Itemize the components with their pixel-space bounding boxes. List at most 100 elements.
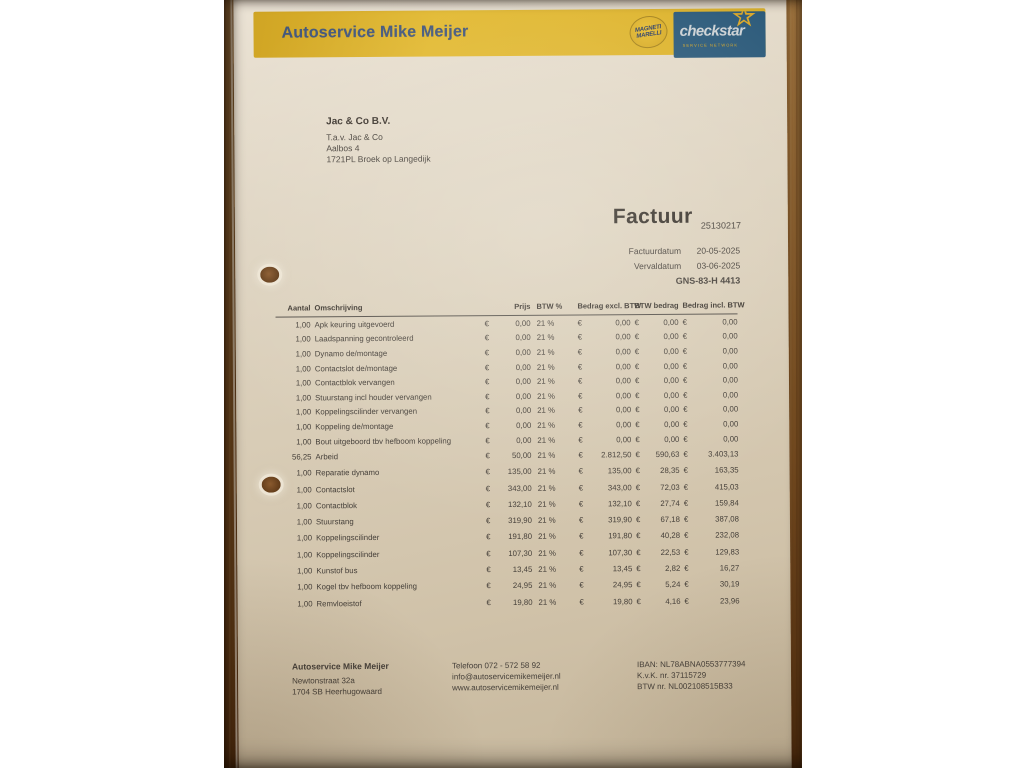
checkstar-wordmark: checkstar xyxy=(679,22,745,40)
invoice-due-label: Vervaldatum xyxy=(633,260,682,272)
invoice-date-label: Factuurdatum xyxy=(628,245,682,257)
euro-symbol: € xyxy=(634,332,640,342)
company-banner-title: Autoservice Mike Meijer xyxy=(281,23,469,42)
euro-symbol: € xyxy=(684,531,689,541)
cell-vat-amount: €0,00 xyxy=(635,405,680,415)
cell-vat-pct: 21 % xyxy=(536,376,555,387)
euro-symbol: € xyxy=(683,449,688,459)
euro-symbol: € xyxy=(577,362,583,372)
recipient-city: 1721PL Broek op Langedijk xyxy=(326,153,431,165)
cell-qty: 1,00 xyxy=(296,468,312,478)
euro-symbol: € xyxy=(578,420,583,430)
cell-vat-pct: 21 % xyxy=(538,597,557,607)
cell-qty: 1,00 xyxy=(296,550,313,560)
cell-description: Remvloeistof xyxy=(316,598,362,609)
cell-vat-amount: €0,00 xyxy=(634,332,679,342)
cell-incl: €387,08 xyxy=(683,514,739,524)
cell-vat-pct: 21 % xyxy=(537,483,556,493)
cell-incl: €0,00 xyxy=(683,390,739,400)
cell-price: €0,00 xyxy=(485,391,532,401)
cell-incl: €163,35 xyxy=(683,465,739,476)
cell-incl: €23,96 xyxy=(684,596,740,606)
footer-phone: Telefoon 072 - 572 58 92 xyxy=(451,660,541,671)
euro-symbol: € xyxy=(634,317,639,327)
euro-symbol: € xyxy=(485,406,490,416)
cell-price: €0,00 xyxy=(484,377,532,387)
cell-price: €13,45 xyxy=(486,564,533,575)
cell-price: €0,00 xyxy=(485,406,532,416)
cell-excl: €107,30 xyxy=(579,547,633,558)
cell-vat-pct: 21 % xyxy=(537,391,555,401)
euro-symbol: € xyxy=(578,515,584,525)
euro-symbol: € xyxy=(684,580,689,590)
cell-vat-pct: 21 % xyxy=(537,499,556,509)
cell-incl: €16,27 xyxy=(684,563,740,573)
footer-btw: BTW nr. NL002108515B33 xyxy=(637,681,733,692)
euro-symbol: € xyxy=(578,499,584,509)
header-vat-pct: BTW % xyxy=(536,301,563,311)
cell-vat-pct: 21 % xyxy=(537,406,555,416)
euro-symbol: € xyxy=(636,531,641,541)
euro-symbol: € xyxy=(635,482,641,492)
cell-qty: 1,00 xyxy=(296,436,312,447)
cell-excl: €0,00 xyxy=(577,332,631,342)
cell-incl: €3.403,13 xyxy=(683,449,739,459)
cell-incl: €0,00 xyxy=(683,433,739,444)
euro-symbol: € xyxy=(577,332,583,342)
vehicle-reference: GNS-83-H 4413 xyxy=(675,275,741,286)
checkstar-subtitle: SERVICE NETWORK xyxy=(682,42,739,48)
cell-description: Apk keuring uitgevoerd xyxy=(314,319,395,330)
cell-qty: 56,25 xyxy=(291,452,312,462)
cell-qty: 1,00 xyxy=(295,320,311,330)
cell-description: Kogel tbv hefboom koppeling xyxy=(316,582,418,592)
footer-website: www.autoservicemikemeijer.nl xyxy=(452,682,559,693)
cell-qty: 1,00 xyxy=(297,566,313,576)
paper-footer: Autoservice Mike Meijer Newtonstraat 32a… xyxy=(238,658,791,696)
footer-contact-block: Telefoon 072 - 572 58 92 info@autoservic… xyxy=(452,660,561,694)
invoice-paper: Autoservice Mike Meijer MAGNETI MARELLI … xyxy=(233,0,792,768)
euro-symbol: € xyxy=(636,580,641,590)
cell-vat-amount: €0,00 xyxy=(634,346,679,357)
cell-vat-pct: 21 % xyxy=(538,564,557,574)
euro-symbol: € xyxy=(486,565,491,575)
euro-symbol: € xyxy=(484,362,490,372)
cell-excl: €343,00 xyxy=(578,482,632,493)
euro-symbol: € xyxy=(577,376,583,386)
cell-description: Koppelingscilinder xyxy=(316,533,380,543)
euro-symbol: € xyxy=(635,420,640,430)
cell-incl: €0,00 xyxy=(683,419,739,429)
cell-qty: 1,00 xyxy=(295,334,311,344)
cell-price: €50,00 xyxy=(485,450,532,461)
euro-symbol: € xyxy=(635,515,641,525)
cell-incl: €0,00 xyxy=(682,331,738,342)
cell-price: €0,00 xyxy=(484,333,531,343)
cell-description: Bout uitgeboord tbv hefboom koppeling xyxy=(315,435,452,446)
euro-symbol: € xyxy=(683,434,688,444)
euro-symbol: € xyxy=(578,483,584,493)
cell-excl: €0,00 xyxy=(577,347,631,357)
cell-incl: €415,03 xyxy=(683,482,739,492)
euro-symbol: € xyxy=(485,391,490,401)
header-qty: Aantal xyxy=(287,303,311,313)
euro-symbol: € xyxy=(578,405,583,415)
euro-symbol: € xyxy=(682,346,688,356)
cell-price: €0,00 xyxy=(485,435,532,445)
cell-price: €19,80 xyxy=(486,597,533,607)
euro-symbol: € xyxy=(484,348,490,358)
cell-vat-amount: €0,00 xyxy=(635,434,680,444)
cell-description: Arbeid xyxy=(315,452,339,462)
euro-symbol: € xyxy=(682,317,687,327)
euro-symbol: € xyxy=(485,451,490,461)
header-vat-amount: BTW bedrag xyxy=(634,300,679,311)
euro-symbol: € xyxy=(683,514,689,524)
cell-excl: €13,45 xyxy=(579,564,633,574)
cell-qty: 1,00 xyxy=(295,363,311,374)
euro-symbol: € xyxy=(577,318,582,328)
cell-vat-amount: €22,53 xyxy=(636,547,681,557)
euro-symbol: € xyxy=(683,466,688,476)
cell-incl: €0,00 xyxy=(682,361,738,371)
cell-incl: €232,08 xyxy=(684,530,740,541)
euro-symbol: € xyxy=(485,435,490,445)
cell-incl: €159,84 xyxy=(683,498,739,508)
invoice-table: Aantal Omschrijving Prijs BTW % Bedrag e… xyxy=(275,300,745,612)
